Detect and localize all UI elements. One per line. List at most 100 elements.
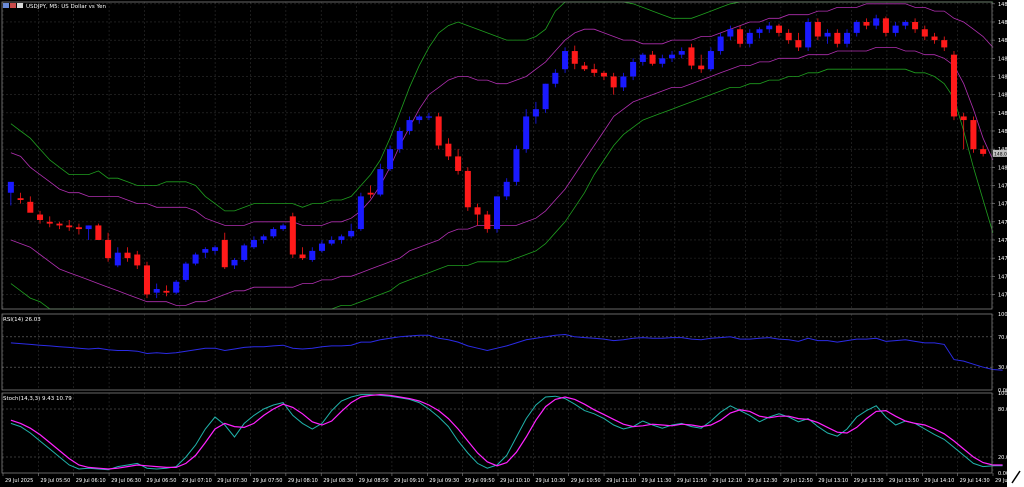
- rsi-axis-label: 0.00: [998, 388, 1009, 394]
- candle-body: [649, 54, 656, 64]
- candle-body: [406, 120, 413, 131]
- candle-body: [707, 51, 714, 70]
- candle-body: [591, 69, 598, 73]
- candle-body: [630, 61, 637, 77]
- time-label: 29 Jul 09:50: [465, 478, 495, 484]
- candle-body: [552, 72, 559, 84]
- time-label: 29 Jul 10:10: [500, 478, 530, 484]
- candle-body: [668, 54, 676, 59]
- time-label: 29 Jul 13:10: [818, 478, 848, 484]
- stoch-axis-label: 100.00: [998, 391, 1016, 397]
- price-panel[interactable]: [7, 1, 994, 310]
- current-price-label: 148.037: [994, 151, 1013, 157]
- bb-inner-upper-line: [10, 3, 994, 226]
- time-label: 29 Jul 10:50: [571, 478, 601, 484]
- candle-body: [970, 120, 977, 150]
- stoch-axis-label: 80.00: [998, 407, 1012, 413]
- candle-body: [756, 29, 763, 33]
- panel-border: [1, 313, 993, 391]
- candle-body: [960, 116, 967, 121]
- candle-body: [795, 40, 802, 48]
- candle-body: [727, 29, 734, 37]
- stoch-signal-line: [10, 393, 1003, 470]
- time-label: 29 Jul 07:10: [182, 478, 212, 484]
- candle-body: [134, 254, 141, 266]
- candle-body: [892, 25, 899, 33]
- stoch-label: Stoch(14,3,3) 9.43 10.79: [3, 396, 72, 402]
- candle-body: [241, 245, 248, 260]
- chart-title: USDJPY, M5: US Dollar vs Yen: [26, 4, 106, 10]
- candle-body: [698, 65, 705, 70]
- time-label: 29 Jul 06:10: [76, 478, 106, 484]
- stochastic-panel[interactable]: 100.00 80.00 20.00 0.00: [2, 391, 1016, 477]
- candle-body: [328, 239, 335, 244]
- rsi-panel[interactable]: 100.00 70.00 30.00 0.00: [2, 312, 1016, 394]
- candle-body: [425, 116, 432, 118]
- stoch-axis-label: 0.00: [998, 471, 1009, 477]
- rsi-axis-label: 30.00: [998, 365, 1012, 371]
- candle-body: [873, 18, 880, 26]
- resize-grip-icon[interactable]: [1010, 470, 1022, 484]
- candle-body: [717, 36, 724, 52]
- time-label: 29 Jul 05:50: [40, 478, 70, 484]
- candle-body: [980, 149, 987, 154]
- candle-body: [766, 25, 773, 30]
- time-label: 29 Jul 13:30: [854, 478, 884, 484]
- candle-body: [299, 254, 306, 259]
- candle-body: [610, 76, 617, 88]
- candle-body: [737, 29, 744, 44]
- candle-body: [931, 36, 938, 41]
- candle-body: [805, 21, 812, 48]
- candle-body: [844, 32, 851, 44]
- candle-body: [280, 225, 287, 230]
- candle-body: [212, 247, 219, 251]
- candle-body: [377, 169, 384, 195]
- bb-outer-lower-line: [10, 68, 994, 310]
- candle-body: [824, 32, 831, 37]
- time-label: 29 Jul 07:50: [253, 478, 283, 484]
- candle-body: [746, 32, 753, 44]
- candle-body: [163, 290, 170, 293]
- candle-body: [600, 72, 607, 77]
- candle-body: [853, 21, 860, 33]
- rsi-axis-label: 100.00: [998, 312, 1016, 318]
- rsi-line: [10, 333, 1003, 371]
- candle-body: [834, 32, 841, 44]
- chart-window-icon: [3, 3, 9, 8]
- panel-border: [1, 1, 993, 310]
- candles: [7, 14, 987, 299]
- bb-inner-lower-line: [10, 47, 994, 306]
- candle-body: [785, 32, 792, 41]
- time-label: 29 Jul 14:30: [960, 478, 990, 484]
- axes: [1, 1, 993, 474]
- time-axis: 29 Jul 2025 29 Jul 05:50 29 Jul 06:10 29 Ju…: [2, 473, 1024, 484]
- candle-body: [445, 143, 452, 157]
- candle-body: [435, 116, 442, 146]
- candle-body: [270, 229, 277, 237]
- candle-body: [493, 196, 501, 230]
- candle-body: [66, 225, 73, 228]
- candle-body: [775, 25, 782, 33]
- chart-window-icon-2: [10, 3, 16, 8]
- candle-body: [17, 198, 24, 201]
- candle-body: [396, 130, 403, 150]
- candle-body: [27, 201, 34, 213]
- candle-body: [289, 216, 296, 255]
- candle-body: [513, 149, 520, 182]
- candle-body: [338, 236, 345, 240]
- candle-body: [484, 214, 491, 230]
- time-label: 29 Jul 09:30: [429, 478, 459, 484]
- bollinger-bands: [10, 1, 994, 310]
- candle-body: [941, 40, 948, 48]
- candle-body: [542, 83, 549, 110]
- candle-body: [143, 265, 150, 295]
- candle-body: [95, 225, 102, 240]
- candle-body: [37, 214, 44, 220]
- candle-body: [387, 149, 394, 170]
- time-label: 29 Jul 11:10: [606, 478, 636, 484]
- time-label: 29 Jul 13:50: [889, 478, 919, 484]
- rsi-axis-label: 70.00: [998, 335, 1012, 341]
- candle-body: [532, 109, 539, 117]
- time-label: 29 Jul 12:30: [748, 478, 778, 484]
